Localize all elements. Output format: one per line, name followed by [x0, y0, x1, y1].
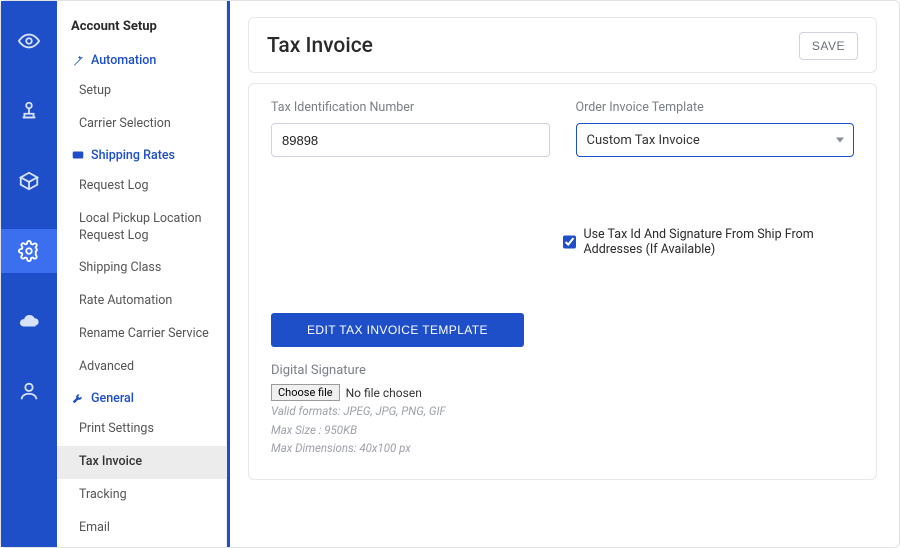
cloud-upload-icon: [18, 310, 40, 332]
iconbar: [1, 1, 57, 547]
sidebar-section-label: General: [91, 391, 134, 406]
eye-icon: [18, 30, 40, 52]
iconbar-item-gear[interactable]: [1, 229, 57, 273]
body-inner: Tax Identification Number Order Invoice …: [248, 83, 877, 480]
tax-id-label: Tax Identification Number: [271, 100, 550, 115]
hint-dim: Max Dimensions: 40x100 px: [271, 440, 854, 457]
form-row: Tax Identification Number Order Invoice …: [271, 100, 854, 157]
template-select[interactable]: Custom Tax Invoice: [576, 123, 855, 157]
tax-id-input[interactable]: [271, 123, 550, 157]
sidebar-section-label: Automation: [91, 53, 156, 68]
sidebar-item-rename-carrier-service[interactable]: Rename Carrier Service: [57, 318, 226, 351]
sidebar-item-request-log[interactable]: Request Log: [57, 170, 226, 203]
use-ship-from-checkbox[interactable]: [563, 234, 576, 250]
card-icon: [71, 148, 85, 162]
save-button[interactable]: SAVE: [799, 32, 858, 60]
sidebar-section-automation[interactable]: Automation: [57, 46, 226, 75]
use-ship-from-row: Use Tax Id And Signature From Ship From …: [271, 227, 854, 257]
file-status: No file chosen: [346, 386, 422, 400]
joystick-icon: [18, 100, 40, 122]
template-select-value: Custom Tax Invoice: [576, 123, 855, 157]
sidebar-item-carrier-selection[interactable]: Carrier Selection: [57, 108, 226, 141]
sidebar-item-print-settings[interactable]: Print Settings: [57, 413, 226, 446]
sidebar: Account Setup Automation Setup Carrier S…: [57, 1, 227, 547]
page-card: Tax Invoice SAVE: [248, 17, 877, 73]
user-icon: [18, 380, 40, 402]
field-template: Order Invoice Template Custom Tax Invoic…: [576, 100, 855, 157]
sidebar-item-rate-automation[interactable]: Rate Automation: [57, 285, 226, 318]
sidebar-item-shipping-class[interactable]: Shipping Class: [57, 252, 226, 285]
choose-file-button[interactable]: Choose file: [271, 384, 340, 401]
sidebar-section-shipping-rates[interactable]: Shipping Rates: [57, 141, 226, 170]
hint-size: Max Size : 950KB: [271, 422, 854, 439]
sidebar-item-tax-invoice[interactable]: Tax Invoice: [57, 446, 226, 479]
card-body: Tax Identification Number Order Invoice …: [230, 83, 877, 480]
sidebar-item-local-pickup-log[interactable]: Local Pickup Location Request Log: [57, 203, 226, 253]
sidebar-section-label: Shipping Rates: [91, 148, 175, 163]
page-title: Tax Invoice: [267, 34, 373, 58]
iconbar-item-box[interactable]: [1, 159, 57, 203]
sidebar-item-email[interactable]: Email: [57, 512, 226, 545]
use-ship-from-label: Use Tax Id And Signature From Ship From …: [584, 227, 855, 257]
card-header: Tax Invoice SAVE: [249, 18, 876, 72]
edit-template-button[interactable]: EDIT TAX INVOICE TEMPLATE: [271, 313, 524, 347]
sidebar-item-setup[interactable]: Setup: [57, 75, 226, 108]
iconbar-item-joystick[interactable]: [1, 89, 57, 133]
chevron-down-icon: [836, 138, 844, 143]
iconbar-item-user[interactable]: [1, 369, 57, 413]
wrench-icon: [71, 391, 85, 405]
sidebar-item-shipping[interactable]: Shipping: [57, 544, 226, 547]
sidebar-title: Account Setup: [57, 15, 226, 46]
app-root: Account Setup Automation Setup Carrier S…: [1, 1, 899, 547]
main-panel: Tax Invoice SAVE Tax Identification Numb…: [227, 1, 899, 547]
sidebar-item-advanced[interactable]: Advanced: [57, 351, 226, 384]
iconbar-item-eye[interactable]: [1, 19, 57, 63]
sidebar-section-general[interactable]: General: [57, 384, 226, 413]
signature-label: Digital Signature: [271, 363, 854, 378]
gear-icon: [18, 240, 40, 262]
hint-formats: Valid formats: JPEG, JPG, PNG, GIF: [271, 403, 854, 420]
field-tax-id: Tax Identification Number: [271, 100, 550, 157]
sidebar-item-tracking[interactable]: Tracking: [57, 479, 226, 512]
template-label: Order Invoice Template: [576, 100, 855, 115]
box-icon: [18, 170, 40, 192]
wand-icon: [71, 54, 85, 68]
iconbar-item-cloud[interactable]: [1, 299, 57, 343]
file-row: Choose file No file chosen: [271, 384, 854, 401]
